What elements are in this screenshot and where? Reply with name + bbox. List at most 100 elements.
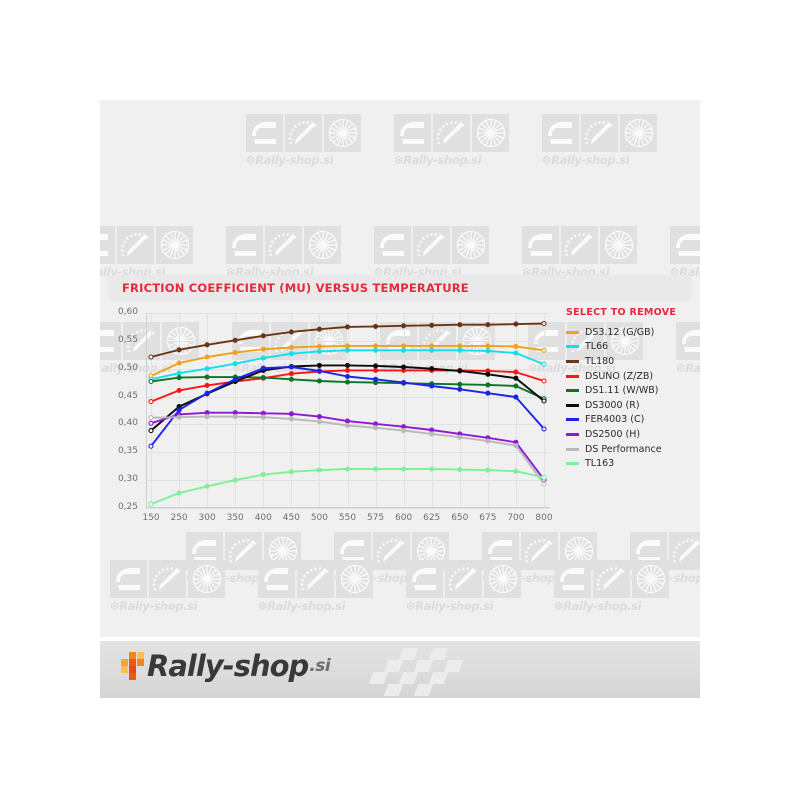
data-point[interactable] <box>513 321 519 327</box>
data-point[interactable] <box>204 342 210 348</box>
data-point[interactable] <box>485 467 491 473</box>
data-point[interactable] <box>344 379 351 385</box>
data-point[interactable] <box>316 348 322 354</box>
legend-item-ds3000-r[interactable]: DS3000 (R) <box>566 398 696 413</box>
data-point[interactable] <box>373 367 379 373</box>
data-point[interactable] <box>148 420 154 426</box>
legend-item-tl66[interactable]: TL66 <box>566 340 696 355</box>
data-point[interactable] <box>176 387 182 393</box>
data-point[interactable] <box>288 416 294 422</box>
data-point[interactable] <box>373 466 379 472</box>
data-point[interactable] <box>288 364 294 370</box>
data-point[interactable] <box>288 344 294 351</box>
data-point[interactable] <box>541 474 547 480</box>
data-point[interactable] <box>513 369 519 375</box>
data-point[interactable] <box>344 418 351 424</box>
data-point[interactable] <box>260 472 266 478</box>
data-point[interactable] <box>176 414 182 420</box>
data-point[interactable] <box>485 390 491 396</box>
data-point[interactable] <box>457 368 463 374</box>
data-point[interactable] <box>513 394 519 400</box>
data-point[interactable] <box>316 414 322 420</box>
data-point[interactable] <box>204 354 210 360</box>
data-point[interactable] <box>541 361 547 367</box>
data-point[interactable] <box>401 347 407 353</box>
data-point[interactable] <box>344 347 351 353</box>
data-point[interactable] <box>176 407 182 413</box>
data-point[interactable] <box>148 378 154 385</box>
data-point[interactable] <box>288 376 294 382</box>
data-point[interactable] <box>429 431 435 437</box>
data-point[interactable] <box>541 321 547 327</box>
data-point[interactable] <box>232 414 238 420</box>
data-point[interactable] <box>176 370 182 376</box>
data-point[interactable] <box>232 477 238 483</box>
data-point[interactable] <box>344 373 351 380</box>
data-point[interactable] <box>204 382 210 388</box>
data-point[interactable] <box>148 399 154 405</box>
legend-item-ds1-11-w-wb[interactable]: DS1.11 (W/WB) <box>566 383 696 398</box>
data-point[interactable] <box>541 347 547 353</box>
legend-item-ds-performance[interactable]: DS Performance <box>566 442 696 457</box>
legend-item-ds3-12-g-gb[interactable]: DS3.12 (G/GB) <box>566 325 696 340</box>
data-point[interactable] <box>457 343 463 349</box>
data-point[interactable] <box>513 350 519 356</box>
data-point[interactable] <box>401 364 407 370</box>
data-point[interactable] <box>373 363 379 369</box>
data-point[interactable] <box>148 415 154 421</box>
data-point[interactable] <box>485 382 491 388</box>
data-point[interactable] <box>541 481 547 487</box>
data-point[interactable] <box>344 324 351 330</box>
data-point[interactable] <box>513 375 519 381</box>
data-point[interactable] <box>344 367 351 373</box>
data-point[interactable] <box>204 483 210 489</box>
data-point[interactable] <box>344 466 351 472</box>
data-point[interactable] <box>288 469 294 475</box>
data-point[interactable] <box>401 428 407 434</box>
data-point[interactable] <box>513 383 519 389</box>
data-point[interactable] <box>232 376 238 382</box>
data-point[interactable] <box>513 343 519 349</box>
data-point[interactable] <box>541 398 547 404</box>
data-point[interactable] <box>457 347 463 353</box>
data-point[interactable] <box>260 333 266 339</box>
data-point[interactable] <box>232 361 238 367</box>
data-point[interactable] <box>429 347 435 353</box>
data-point[interactable] <box>457 434 463 440</box>
data-point[interactable] <box>401 466 407 472</box>
data-point[interactable] <box>513 468 519 474</box>
data-point[interactable] <box>288 411 294 417</box>
data-point[interactable] <box>457 386 463 392</box>
data-point[interactable] <box>316 368 322 374</box>
data-point[interactable] <box>344 362 351 368</box>
data-point[interactable] <box>429 322 435 328</box>
legend-item-tl180[interactable]: TL180 <box>566 354 696 369</box>
data-point[interactable] <box>373 376 379 382</box>
data-point[interactable] <box>148 501 154 507</box>
data-point[interactable] <box>401 343 407 349</box>
data-point[interactable] <box>232 337 238 343</box>
data-point[interactable] <box>344 422 351 429</box>
data-point[interactable] <box>316 419 322 425</box>
data-point[interactable] <box>176 375 182 381</box>
data-point[interactable] <box>260 375 266 381</box>
brand-logo[interactable]: Rally-shop .si <box>120 651 331 681</box>
data-point[interactable] <box>485 322 491 328</box>
data-point[interactable] <box>204 374 210 380</box>
data-point[interactable] <box>316 326 322 332</box>
data-point[interactable] <box>485 438 491 444</box>
data-point[interactable] <box>260 414 266 420</box>
data-point[interactable] <box>316 467 322 473</box>
data-point[interactable] <box>288 351 294 357</box>
data-point[interactable] <box>373 323 379 329</box>
data-point[interactable] <box>401 380 407 386</box>
data-point[interactable] <box>344 343 351 349</box>
data-point[interactable] <box>148 443 154 449</box>
data-point[interactable] <box>373 343 379 349</box>
data-point[interactable] <box>316 378 322 384</box>
data-point[interactable] <box>148 428 154 434</box>
data-point[interactable] <box>260 355 266 361</box>
data-point[interactable] <box>260 365 266 371</box>
legend-item-ds2500-h[interactable]: DS2500 (H) <box>566 427 696 442</box>
data-point[interactable] <box>232 350 238 356</box>
